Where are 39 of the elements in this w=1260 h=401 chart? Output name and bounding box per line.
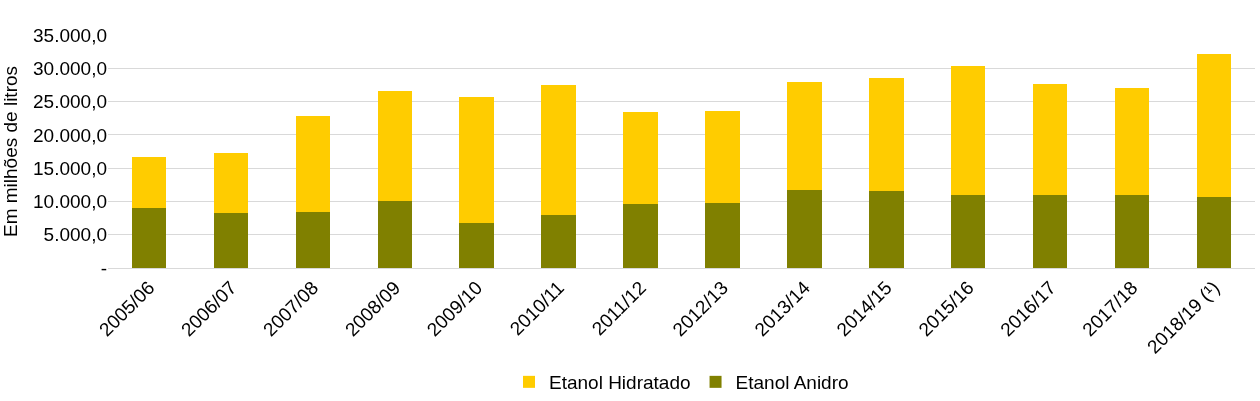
bar <box>623 204 658 268</box>
bar <box>951 65 986 195</box>
bar <box>541 214 576 268</box>
bar <box>1196 53 1232 198</box>
y-tick-label: 5.000,0 <box>43 224 107 246</box>
bar <box>1032 83 1068 196</box>
bar <box>295 212 331 268</box>
y-tick-label: 20.000,0 <box>33 124 107 146</box>
bar <box>131 208 167 268</box>
bar <box>541 84 576 215</box>
bar <box>869 190 904 268</box>
bar <box>459 96 494 223</box>
bar <box>787 82 822 191</box>
legend-label: Etanol Anidro <box>735 372 849 394</box>
bar <box>623 112 658 205</box>
bar <box>705 202 740 268</box>
bar <box>869 77 904 191</box>
legend-label: Etanol Hidratado <box>549 372 691 394</box>
bar <box>705 110 740 203</box>
bar <box>1114 195 1150 268</box>
bar <box>213 152 249 214</box>
bar <box>459 222 494 268</box>
bar <box>951 194 986 268</box>
bar <box>377 90 412 202</box>
bar <box>377 201 412 268</box>
y-tick-label: 15.000,0 <box>33 157 107 179</box>
y-tick-label: 35.000,0 <box>33 24 107 46</box>
bar <box>295 115 331 213</box>
y-tick-label: 10.000,0 <box>33 191 107 213</box>
bar <box>1114 87 1150 196</box>
bar <box>131 156 167 209</box>
bar <box>787 190 822 268</box>
y-tick-label: - <box>100 257 107 279</box>
y-tick-label: 25.000,0 <box>33 91 107 113</box>
y-tick-label: 30.000,0 <box>33 57 107 79</box>
y-axis-title: Em milhões de litros <box>0 65 21 238</box>
bar <box>213 213 249 268</box>
bar <box>1196 197 1232 268</box>
bar <box>1032 195 1068 268</box>
